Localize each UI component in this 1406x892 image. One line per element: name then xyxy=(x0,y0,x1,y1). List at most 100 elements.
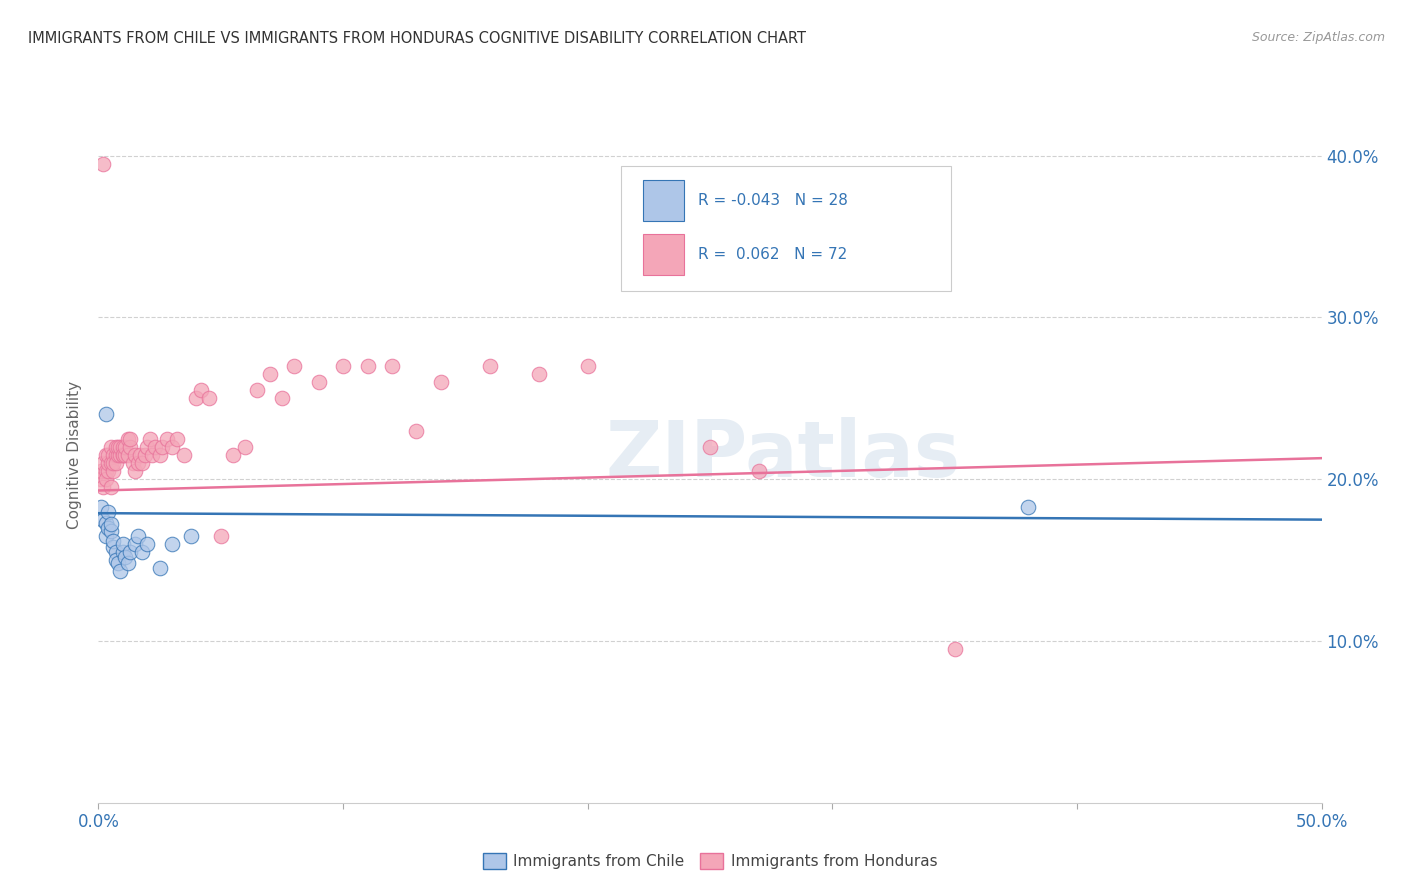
Point xyxy=(134,448,156,462)
Point xyxy=(143,440,166,454)
Point xyxy=(209,529,232,543)
Point xyxy=(100,456,122,470)
Point xyxy=(405,424,427,438)
Point xyxy=(100,517,122,532)
Point xyxy=(120,545,142,559)
Point xyxy=(270,392,294,406)
Point xyxy=(283,359,305,373)
Point xyxy=(100,524,122,538)
Point xyxy=(107,440,129,454)
Point xyxy=(91,480,114,494)
Point xyxy=(120,440,142,454)
Point xyxy=(136,537,159,551)
Legend: Immigrants from Chile, Immigrants from Honduras: Immigrants from Chile, Immigrants from H… xyxy=(477,847,943,875)
Point xyxy=(1017,500,1039,514)
Point xyxy=(101,456,124,470)
Text: R = -0.043   N = 28: R = -0.043 N = 28 xyxy=(697,193,848,208)
Point xyxy=(114,549,136,564)
FancyBboxPatch shape xyxy=(643,179,685,220)
Point xyxy=(94,464,117,478)
FancyBboxPatch shape xyxy=(620,166,950,292)
Point xyxy=(173,448,195,462)
Point xyxy=(430,375,453,389)
Point xyxy=(197,392,219,406)
Point xyxy=(576,359,599,373)
Point xyxy=(149,448,172,462)
Point xyxy=(139,432,162,446)
Point xyxy=(114,440,136,454)
Point xyxy=(381,359,404,373)
Point xyxy=(90,464,112,478)
Point xyxy=(111,448,134,462)
Point xyxy=(117,448,139,462)
Point xyxy=(943,642,966,657)
Point xyxy=(104,456,127,470)
Point xyxy=(120,432,142,446)
Point xyxy=(117,557,139,571)
Point xyxy=(149,561,172,575)
Point xyxy=(94,516,117,530)
Point xyxy=(124,448,146,462)
Point xyxy=(356,359,378,373)
Point xyxy=(160,440,183,454)
Point xyxy=(104,440,127,454)
Point xyxy=(104,545,127,559)
Text: IMMIGRANTS FROM CHILE VS IMMIGRANTS FROM HONDURAS COGNITIVE DISABILITY CORRELATI: IMMIGRANTS FROM CHILE VS IMMIGRANTS FROM… xyxy=(28,31,806,46)
Point xyxy=(160,537,183,551)
Point xyxy=(748,464,770,478)
Point xyxy=(150,440,173,454)
Point xyxy=(699,440,721,454)
Point xyxy=(124,537,146,551)
Point xyxy=(156,432,179,446)
Point xyxy=(131,545,153,559)
Point xyxy=(124,464,146,478)
Point xyxy=(100,480,122,494)
Point xyxy=(101,540,124,554)
Point xyxy=(94,448,117,462)
Point xyxy=(94,529,117,543)
Point xyxy=(97,504,120,518)
Text: ZIPatlas: ZIPatlas xyxy=(606,417,960,493)
Point xyxy=(94,408,117,422)
Point xyxy=(94,472,117,486)
Point xyxy=(110,565,132,579)
Point xyxy=(129,448,152,462)
Point xyxy=(117,432,139,446)
Point xyxy=(107,557,129,571)
Point xyxy=(97,521,120,535)
Point xyxy=(111,448,134,462)
Point xyxy=(90,500,112,514)
Point xyxy=(131,456,153,470)
Point xyxy=(186,392,208,406)
FancyBboxPatch shape xyxy=(643,234,685,275)
Point xyxy=(127,529,149,543)
Point xyxy=(527,367,550,381)
Point xyxy=(166,432,188,446)
Point xyxy=(111,545,134,559)
Point xyxy=(478,359,501,373)
Point xyxy=(110,440,132,454)
Point xyxy=(246,383,269,397)
Point xyxy=(308,375,330,389)
Point xyxy=(91,513,114,527)
Point xyxy=(97,464,120,478)
Point xyxy=(332,359,354,373)
Point xyxy=(104,553,127,567)
Point xyxy=(259,367,281,381)
Point xyxy=(127,456,149,470)
Point xyxy=(110,448,132,462)
Point xyxy=(91,456,114,470)
Point xyxy=(97,456,120,470)
Point xyxy=(111,440,134,454)
Point xyxy=(222,448,245,462)
Point xyxy=(121,456,143,470)
Point xyxy=(233,440,256,454)
Point xyxy=(136,440,159,454)
Point xyxy=(141,448,163,462)
Point xyxy=(104,448,127,462)
Point xyxy=(190,383,212,397)
Y-axis label: Cognitive Disability: Cognitive Disability xyxy=(67,381,83,529)
Point xyxy=(100,440,122,454)
Point xyxy=(97,448,120,462)
Point xyxy=(90,472,112,486)
